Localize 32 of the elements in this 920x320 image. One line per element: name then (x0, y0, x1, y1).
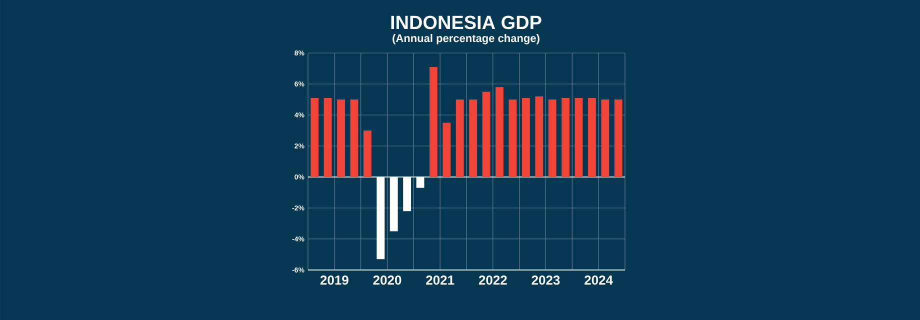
bar (337, 99, 345, 177)
bar (430, 66, 438, 177)
bar (442, 122, 451, 177)
bar (310, 98, 319, 177)
chart-subtitle: (Annual percentage change) (392, 34, 540, 44)
x-tick-label: 2023 (532, 276, 560, 285)
bar (456, 99, 464, 177)
bar (574, 98, 583, 177)
x-tick-label: 2024 (584, 276, 613, 285)
chart-title: INDONESIA GDP (391, 16, 542, 30)
bar (350, 99, 358, 177)
x-tick-label: 2020 (373, 276, 402, 285)
bar (614, 99, 622, 177)
bar (363, 130, 372, 177)
x-tick-label: 2022 (478, 276, 507, 285)
bar (548, 99, 556, 177)
bar (390, 176, 398, 232)
bar (482, 92, 490, 177)
bar (601, 99, 610, 177)
bar (522, 98, 530, 177)
bar (562, 98, 570, 177)
x-tick-label: 2021 (426, 276, 454, 285)
bar (535, 96, 544, 177)
bar (496, 87, 504, 177)
bar (416, 176, 424, 188)
bar (508, 99, 517, 177)
bar (403, 176, 412, 212)
x-tick-label: 2019 (320, 276, 348, 285)
bar (376, 176, 385, 260)
bar (324, 98, 332, 177)
bar (588, 98, 596, 177)
bar (469, 99, 478, 177)
